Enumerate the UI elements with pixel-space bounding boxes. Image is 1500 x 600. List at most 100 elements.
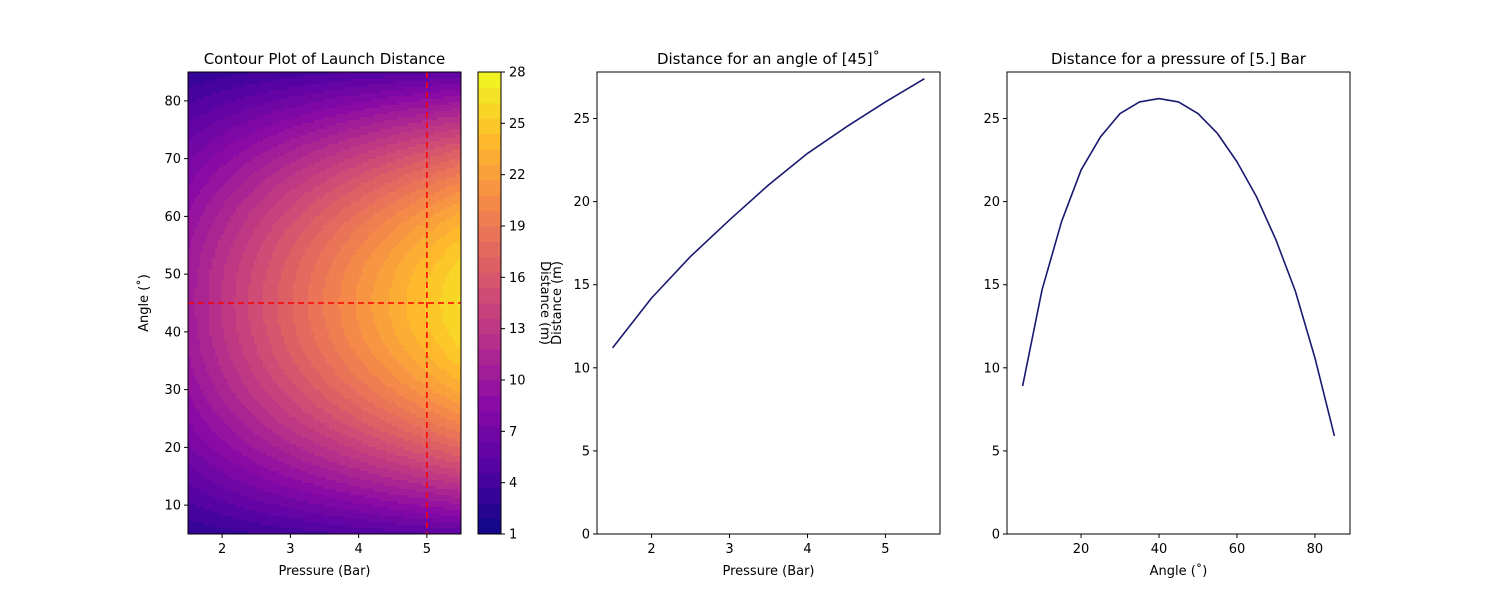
contour-cell — [269, 105, 273, 109]
contour-cell — [329, 99, 333, 103]
contour-cell — [257, 129, 261, 133]
contour-cell — [281, 99, 285, 103]
contour-cell — [296, 126, 300, 130]
contour-cell — [440, 120, 444, 124]
contour-cell — [389, 75, 393, 79]
contour-cell — [215, 93, 219, 97]
contour-cell — [218, 141, 222, 145]
contour-cell — [440, 141, 444, 145]
contour-cell — [410, 90, 414, 94]
contour-cell — [275, 87, 279, 91]
contour-cell — [368, 93, 372, 97]
contour-cell — [191, 135, 195, 139]
contour-cell — [368, 87, 372, 91]
contour-cell — [218, 120, 222, 124]
contour-cell — [422, 90, 426, 94]
contour-cell — [374, 105, 378, 109]
contour-cell — [401, 75, 405, 79]
contour-cell — [323, 135, 327, 139]
contour-cell — [407, 117, 411, 121]
contour-cell — [452, 78, 456, 82]
contour-cell — [353, 78, 357, 82]
contour-cell — [338, 93, 342, 97]
contour-cell — [311, 132, 315, 136]
contour-cell — [236, 90, 240, 94]
contour-cell — [221, 144, 225, 148]
contour-cell — [449, 123, 453, 127]
contour-cell — [359, 93, 363, 97]
contour-cell — [407, 123, 411, 127]
contour-cell — [353, 99, 357, 103]
contour-cell — [380, 84, 384, 88]
contour-cell — [263, 126, 267, 130]
contour-cell — [380, 132, 384, 136]
contour-cell — [260, 135, 264, 139]
contour-cell — [254, 135, 258, 139]
contour-cell — [275, 93, 279, 97]
contour-cell — [227, 120, 231, 124]
contour-cell — [320, 84, 324, 88]
contour-cell — [395, 84, 399, 88]
contour-cell — [344, 117, 348, 121]
contour-cell — [389, 117, 393, 121]
contour-cell — [218, 99, 222, 103]
contour-cell — [305, 120, 309, 124]
contour-cell — [221, 81, 225, 85]
contour-cell — [401, 135, 405, 139]
contour-cell — [437, 87, 441, 91]
contour-cell — [416, 84, 420, 88]
contour-cell — [332, 90, 336, 94]
contour-cell — [260, 141, 264, 145]
contour-cell — [323, 111, 327, 115]
contour-cell — [344, 102, 348, 106]
contour-cell — [395, 135, 399, 139]
contour-cell — [188, 96, 192, 100]
contour-cell — [383, 120, 387, 124]
contour-cell — [437, 99, 441, 103]
contour-cell — [401, 126, 405, 130]
contour-cell — [374, 75, 378, 79]
contour-cell — [350, 102, 354, 106]
contour-cell — [350, 81, 354, 85]
contour-cell — [296, 72, 300, 76]
contour-cell — [443, 99, 447, 103]
contour-cell — [449, 81, 453, 85]
contour-cell — [446, 129, 450, 133]
contour-cell — [410, 108, 414, 112]
contour-cell — [437, 81, 441, 85]
contour-cell — [395, 114, 399, 118]
contour-cell — [353, 141, 357, 145]
contour-cell — [188, 129, 192, 133]
contour-cell — [317, 84, 321, 88]
contour-cell — [290, 87, 294, 91]
contour-cell — [434, 87, 438, 91]
contour-cell — [275, 111, 279, 115]
contour-cell — [356, 126, 360, 130]
contour-cell — [440, 108, 444, 112]
contour-cell — [233, 120, 237, 124]
contour-cell — [311, 90, 315, 94]
contour-cell — [323, 90, 327, 94]
contour-cell — [281, 129, 285, 133]
contour-cell — [437, 132, 441, 136]
contour-cell — [239, 135, 243, 139]
contour-cell — [293, 111, 297, 115]
contour-cell — [335, 132, 339, 136]
contour-cell — [290, 108, 294, 112]
contour-cell — [386, 93, 390, 97]
contour-cell — [269, 135, 273, 139]
contour-cell — [212, 93, 216, 97]
contour-cell — [410, 138, 414, 142]
contour-cell — [371, 117, 375, 121]
contour-cell — [245, 105, 249, 109]
contour-cell — [314, 117, 318, 121]
contour-cell — [422, 138, 426, 142]
contour-cell — [224, 81, 228, 85]
contour-cell — [191, 126, 195, 130]
contour-cell — [299, 123, 303, 127]
contour-cell — [317, 72, 321, 76]
contour-cell — [449, 84, 453, 88]
contour-cell — [263, 96, 267, 100]
contour-cell — [272, 117, 276, 121]
